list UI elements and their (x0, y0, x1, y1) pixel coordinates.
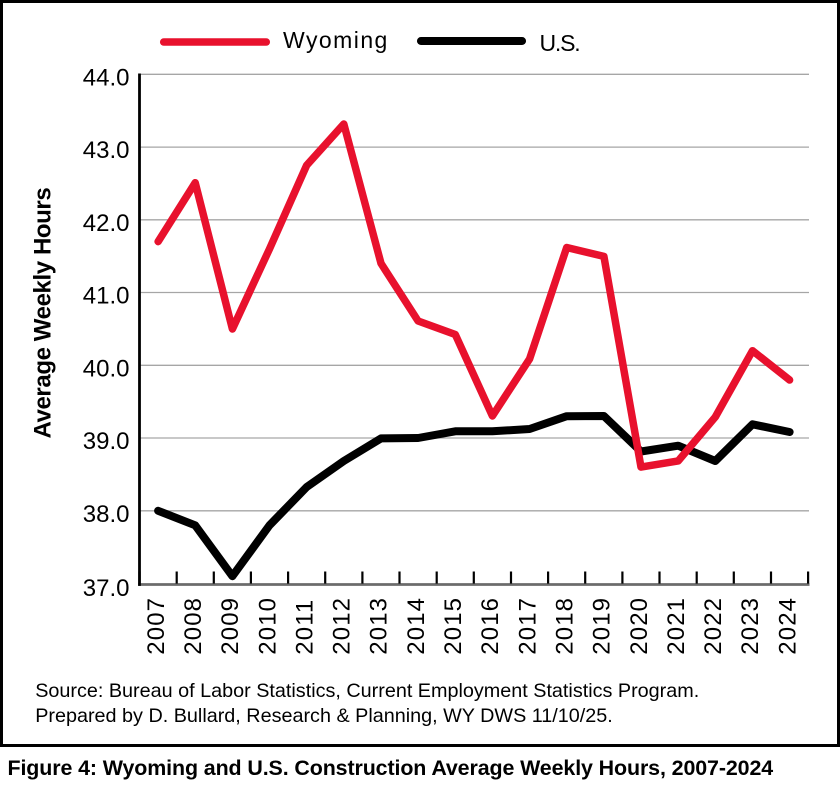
svg-text:2007: 2007 (143, 597, 170, 655)
svg-text:2022: 2022 (700, 597, 727, 655)
svg-text:2019: 2019 (589, 597, 616, 655)
svg-text:43.0: 43.0 (83, 137, 130, 164)
svg-text:2010: 2010 (254, 597, 281, 655)
svg-text:2009: 2009 (217, 597, 244, 655)
svg-text:2020: 2020 (626, 597, 653, 655)
svg-text:42.0: 42.0 (83, 210, 130, 237)
svg-text:2008: 2008 (180, 597, 207, 655)
svg-text:2018: 2018 (552, 597, 579, 655)
svg-text:U.S.: U.S. (540, 30, 580, 56)
svg-text:40.0: 40.0 (83, 355, 130, 382)
svg-text:2014: 2014 (403, 597, 430, 655)
svg-text:37.0: 37.0 (83, 575, 130, 602)
svg-text:Source: Bureau of Labor Statis: Source: Bureau of Labor Statistics, Curr… (35, 680, 699, 702)
svg-text:2021: 2021 (663, 597, 690, 655)
svg-text:2017: 2017 (514, 597, 541, 655)
svg-text:2013: 2013 (366, 597, 393, 655)
svg-text:Prepared by D. Bullard, Resear: Prepared by D. Bullard, Research & Plann… (35, 705, 613, 727)
svg-text:Average Weekly Hours: Average Weekly Hours (29, 188, 56, 439)
svg-text:38.0: 38.0 (83, 501, 130, 528)
svg-text:39.0: 39.0 (83, 428, 130, 455)
svg-text:2015: 2015 (440, 597, 467, 655)
svg-text:2012: 2012 (329, 597, 356, 655)
svg-text:Wyoming: Wyoming (283, 27, 389, 53)
svg-text:2023: 2023 (737, 597, 764, 655)
svg-text:41.0: 41.0 (83, 283, 130, 310)
svg-text:44.0: 44.0 (83, 64, 130, 91)
svg-text:2016: 2016 (477, 597, 504, 655)
svg-text:2024: 2024 (774, 597, 801, 655)
svg-text:2011: 2011 (291, 599, 318, 655)
svg-text:Figure 4: Wyoming and U.S. Con: Figure 4: Wyoming and U.S. Construction … (8, 756, 774, 780)
